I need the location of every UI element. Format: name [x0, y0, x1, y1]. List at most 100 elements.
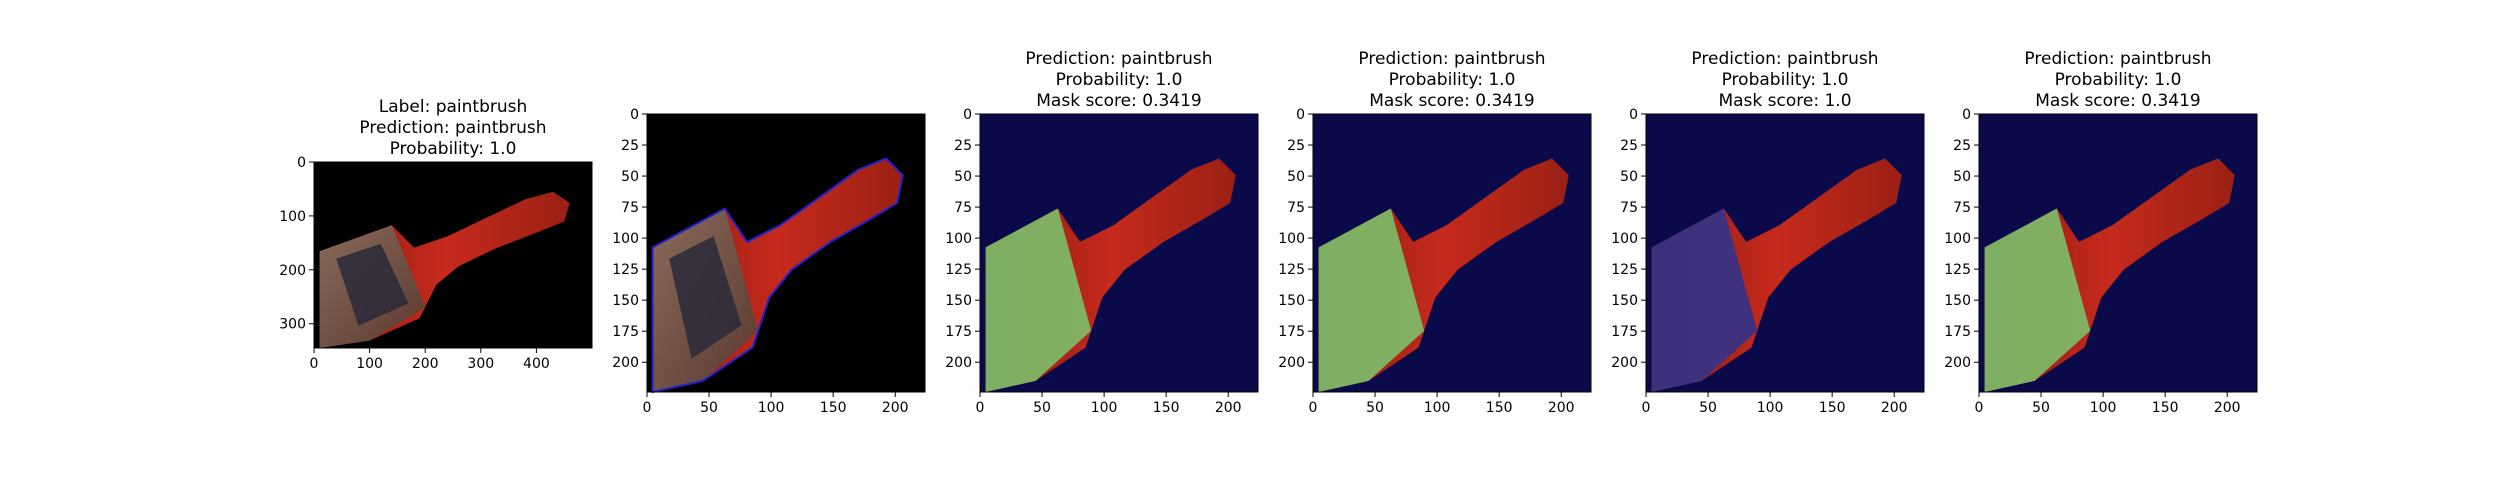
x-tick-label: 0 — [1309, 400, 1318, 416]
y-tick-label: 25 — [1953, 138, 1971, 154]
axes-frame — [1312, 113, 1592, 393]
x-tick-label: 0 — [1642, 400, 1651, 416]
axes-frame — [979, 113, 1259, 393]
y-tick-label: 75 — [621, 200, 639, 216]
y-tick-label: 0 — [963, 107, 972, 123]
x-tick-label: 400 — [523, 356, 550, 372]
x-tick-label: 150 — [2152, 400, 2179, 416]
panel-title-line: Mask score: 0.3419 — [1369, 91, 1534, 111]
x-tick-label: 0 — [310, 356, 319, 372]
y-tick-label: 200 — [1611, 355, 1638, 371]
y-tick-label: 200 — [1278, 355, 1305, 371]
axes-frame — [1645, 113, 1925, 393]
panel-title-line: Mask score: 0.3419 — [1036, 91, 1201, 111]
x-tick-label: 100 — [1424, 400, 1451, 416]
mask-highlight-bristles — [985, 208, 1092, 392]
x-tick-label: 150 — [1819, 400, 1846, 416]
y-tick-label: 125 — [1611, 262, 1638, 278]
y-tick-label: 150 — [612, 293, 639, 309]
panel-title-line: Probability: 1.0 — [390, 139, 517, 159]
y-tick-label: 175 — [612, 324, 639, 340]
x-tick-label: 100 — [758, 400, 785, 416]
panel-title-line: Mask score: 0.3419 — [2035, 91, 2200, 111]
y-tick-label: 175 — [1611, 324, 1638, 340]
y-tick-label: 75 — [1287, 200, 1305, 216]
y-tick-label: 75 — [954, 200, 972, 216]
x-tick-label: 100 — [1091, 400, 1118, 416]
x-tick-label: 50 — [2032, 400, 2050, 416]
mask-highlight-bristles — [1984, 208, 2091, 392]
y-tick-label: 50 — [1287, 169, 1305, 185]
y-tick-label: 150 — [945, 293, 972, 309]
y-tick-label: 150 — [1278, 293, 1305, 309]
x-tick-label: 200 — [1881, 400, 1908, 416]
x-tick-label: 0 — [976, 400, 985, 416]
x-tick-label: 50 — [1699, 400, 1717, 416]
y-tick-label: 150 — [1944, 293, 1971, 309]
y-tick-label: 75 — [1620, 200, 1638, 216]
mask-highlight-bristles — [1318, 208, 1425, 392]
mask-region — [1651, 208, 1758, 392]
axes-frame — [646, 113, 926, 393]
y-tick-label: 0 — [297, 155, 306, 171]
y-tick-label: 200 — [1944, 355, 1971, 371]
y-tick-label: 200 — [945, 355, 972, 371]
y-tick-label: 50 — [1620, 169, 1638, 185]
y-tick-label: 100 — [1611, 231, 1638, 247]
panel-title-line: Prediction: paintbrush — [1358, 49, 1545, 69]
panel-title-line: Probability: 1.0 — [1389, 70, 1516, 90]
y-tick-label: 200 — [612, 355, 639, 371]
x-tick-label: 200 — [2214, 400, 2241, 416]
panel-title-line: Label: paintbrush — [379, 97, 528, 117]
y-tick-label: 50 — [954, 169, 972, 185]
y-tick-label: 175 — [945, 324, 972, 340]
x-tick-label: 300 — [467, 356, 494, 372]
y-tick-label: 50 — [621, 169, 639, 185]
y-tick-label: 0 — [1629, 107, 1638, 123]
y-tick-label: 75 — [1953, 200, 1971, 216]
y-tick-label: 175 — [1278, 324, 1305, 340]
brush-ferrule — [669, 236, 742, 359]
y-tick-label: 100 — [1944, 231, 1971, 247]
y-tick-label: 125 — [1278, 262, 1305, 278]
axes-frame — [313, 161, 593, 349]
y-tick-label: 125 — [612, 262, 639, 278]
y-tick-label: 175 — [1944, 324, 1971, 340]
y-tick-label: 125 — [945, 262, 972, 278]
x-tick-label: 50 — [700, 400, 718, 416]
x-tick-label: 100 — [1757, 400, 1784, 416]
panel-title-line: Mask score: 1.0 — [1718, 91, 1851, 111]
brush-ferrule — [336, 243, 409, 326]
x-tick-label: 200 — [1548, 400, 1575, 416]
panel-title-line: Probability: 1.0 — [1722, 70, 1849, 90]
x-tick-label: 200 — [1215, 400, 1242, 416]
y-tick-label: 150 — [1611, 293, 1638, 309]
x-tick-label: 50 — [1033, 400, 1051, 416]
panel-title-line: Prediction: paintbrush — [359, 118, 546, 138]
panel-title-line: Probability: 1.0 — [2055, 70, 2182, 90]
x-tick-label: 50 — [1366, 400, 1384, 416]
y-tick-label: 0 — [1962, 107, 1971, 123]
y-tick-label: 0 — [630, 107, 639, 123]
x-tick-label: 0 — [1975, 400, 1984, 416]
panel-title-line: Probability: 1.0 — [1056, 70, 1183, 90]
panel-title-line: Prediction: paintbrush — [1025, 49, 1212, 69]
axes-frame — [1978, 113, 2258, 393]
y-tick-label: 100 — [612, 231, 639, 247]
x-tick-label: 100 — [2090, 400, 2117, 416]
y-tick-label: 25 — [954, 138, 972, 154]
panel-title-line: Prediction: paintbrush — [1691, 49, 1878, 69]
y-tick-label: 50 — [1953, 169, 1971, 185]
panel-2: 0 50 100 150 200 0 25 50 75 100 125 150 175 200 — [612, 107, 926, 416]
x-tick-label: 150 — [1486, 400, 1513, 416]
x-tick-label: 0 — [643, 400, 652, 416]
x-tick-label: 200 — [412, 356, 439, 372]
panel-title-line: Prediction: paintbrush — [2024, 49, 2211, 69]
x-tick-label: 100 — [356, 356, 383, 372]
